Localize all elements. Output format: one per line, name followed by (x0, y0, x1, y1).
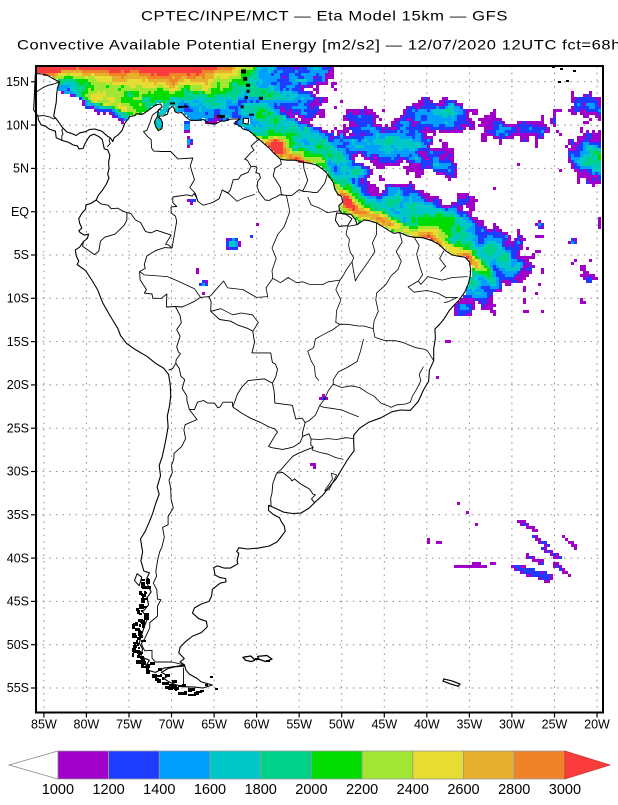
svg-text:EQ: EQ (11, 205, 29, 219)
svg-text:65W: 65W (201, 718, 227, 732)
svg-text:2400: 2400 (397, 782, 429, 798)
svg-text:1600: 1600 (194, 782, 226, 798)
svg-text:30W: 30W (499, 718, 525, 732)
svg-text:3000: 3000 (549, 782, 581, 798)
svg-text:55W: 55W (286, 718, 312, 732)
svg-text:1400: 1400 (143, 782, 175, 798)
svg-text:75W: 75W (116, 718, 142, 732)
svg-text:50W: 50W (329, 718, 355, 732)
svg-text:60W: 60W (244, 718, 270, 732)
svg-text:35W: 35W (457, 718, 483, 732)
svg-text:10N: 10N (6, 118, 29, 132)
svg-text:2000: 2000 (295, 782, 327, 798)
svg-text:50S: 50S (7, 638, 29, 652)
svg-text:1800: 1800 (245, 782, 277, 798)
svg-text:5N: 5N (13, 162, 29, 176)
svg-text:55S: 55S (7, 681, 29, 695)
svg-text:CPTEC/INPE/MCT — Eta Model 15: CPTEC/INPE/MCT — Eta Model 15km — GFS (141, 8, 508, 24)
svg-text:2600: 2600 (447, 782, 479, 798)
svg-text:2200: 2200 (346, 782, 378, 798)
svg-text:1200: 1200 (92, 782, 124, 798)
svg-text:40S: 40S (7, 551, 29, 565)
svg-text:20S: 20S (7, 378, 29, 392)
svg-text:2800: 2800 (498, 782, 530, 798)
svg-text:40W: 40W (414, 718, 440, 732)
svg-text:25S: 25S (7, 421, 29, 435)
svg-text:85W: 85W (31, 718, 57, 732)
svg-text:15N: 15N (6, 75, 29, 89)
svg-text:10S: 10S (7, 292, 29, 306)
svg-text:15S: 15S (7, 335, 29, 349)
svg-text:5S: 5S (14, 248, 29, 262)
svg-text:25W: 25W (542, 718, 568, 732)
svg-text:45S: 45S (7, 595, 29, 609)
svg-text:35S: 35S (7, 508, 29, 522)
svg-text:Convective Available Potential: Convective Available Potential Energy [m… (17, 37, 618, 53)
svg-text:30S: 30S (7, 465, 29, 479)
svg-text:45W: 45W (371, 718, 397, 732)
svg-text:1000: 1000 (42, 782, 74, 798)
svg-text:80W: 80W (74, 718, 100, 732)
svg-text:70W: 70W (159, 718, 185, 732)
svg-text:20W: 20W (584, 718, 610, 732)
